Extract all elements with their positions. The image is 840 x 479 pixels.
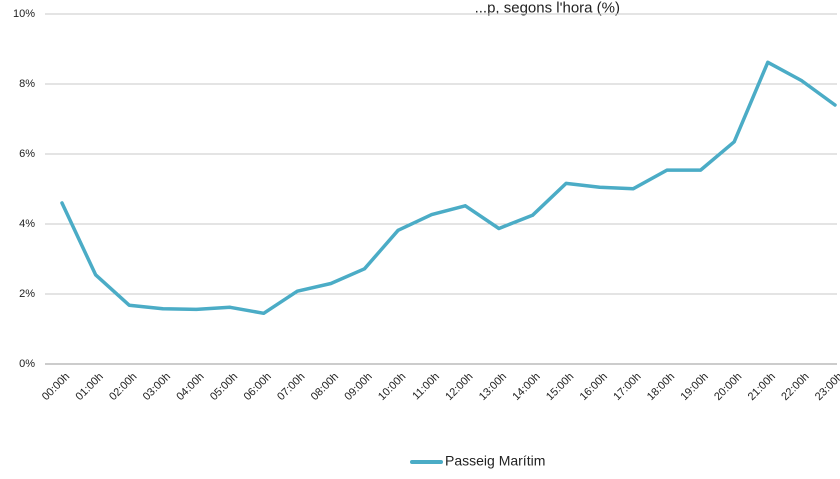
x-tick-label: 01:00h [74,371,106,403]
data-point [732,140,736,144]
data-point [396,228,400,232]
data-point [362,267,366,271]
x-tick-label: 22:00h [779,371,811,403]
data-point [430,213,434,217]
x-tick-label: 00:00h [40,371,72,403]
x-tick-label: 16:00h [578,371,610,403]
data-point [262,311,266,315]
x-tick-label: 23:00h [813,371,840,403]
chart-title: ...p, segons l'hora (%) [475,0,620,16]
data-point [799,79,803,82]
data-point [699,168,703,172]
x-tick-label: 02:00h [107,371,139,403]
x-tick-label: 12:00h [443,371,475,403]
grid-layer [45,13,837,365]
x-tick-label: 08:00h [309,371,341,403]
y-tick-label: 2% [19,288,35,300]
y-axis-tick-labels: 0% 2% 4% 6% 8% 10% [13,8,35,370]
x-tick-label: 07:00h [275,371,307,403]
data-point [329,282,333,285]
data-point [161,307,165,311]
y-tick-label: 6% [19,148,35,160]
data-point [833,103,837,107]
x-tick-label: 11:00h [410,371,442,403]
series-layer [60,60,837,316]
x-tick-label: 06:00h [242,371,274,403]
y-tick-label: 8% [19,78,35,90]
data-point [194,307,198,311]
data-point [295,289,299,293]
x-tick-label: 04:00h [174,371,206,403]
x-tick-label: 17:00h [611,371,643,403]
data-point [228,305,232,309]
x-axis-tick-labels: 00:00h 01:00h 02:00h 03:00h 04:00h 05:00h 06:0… [40,371,840,403]
y-tick-label: 4% [19,218,35,230]
y-tick-label: 0% [19,358,35,370]
data-point [766,60,770,64]
data-point [497,227,501,231]
data-point [463,204,467,208]
series-line-passeig-maritim [60,60,837,316]
data-point [665,168,669,172]
data-point [564,181,568,185]
legend-label: Passeig Marítim [445,453,545,469]
data-point [598,185,602,189]
legend: Passeig Marítim [410,453,545,469]
x-tick-label: 09:00h [342,371,374,403]
data-point [631,187,635,191]
x-tick-label: 19:00h [678,371,710,403]
x-tick-label: 21:00h [746,371,778,403]
x-tick-label: 13:00h [477,371,509,403]
data-point [127,303,131,307]
x-tick-label: 20:00h [712,371,744,403]
y-tick-label: 10% [13,8,35,20]
x-tick-label: 14:00h [510,371,542,403]
x-tick-label: 05:00h [208,371,240,403]
x-tick-label: 15:00h [544,371,576,403]
x-tick-label: 10:00h [376,371,408,403]
data-point [94,273,98,277]
x-tick-label: 03:00h [141,371,173,403]
data-point [531,213,535,217]
x-tick-label: 18:00h [645,371,677,403]
data-point [60,201,64,205]
